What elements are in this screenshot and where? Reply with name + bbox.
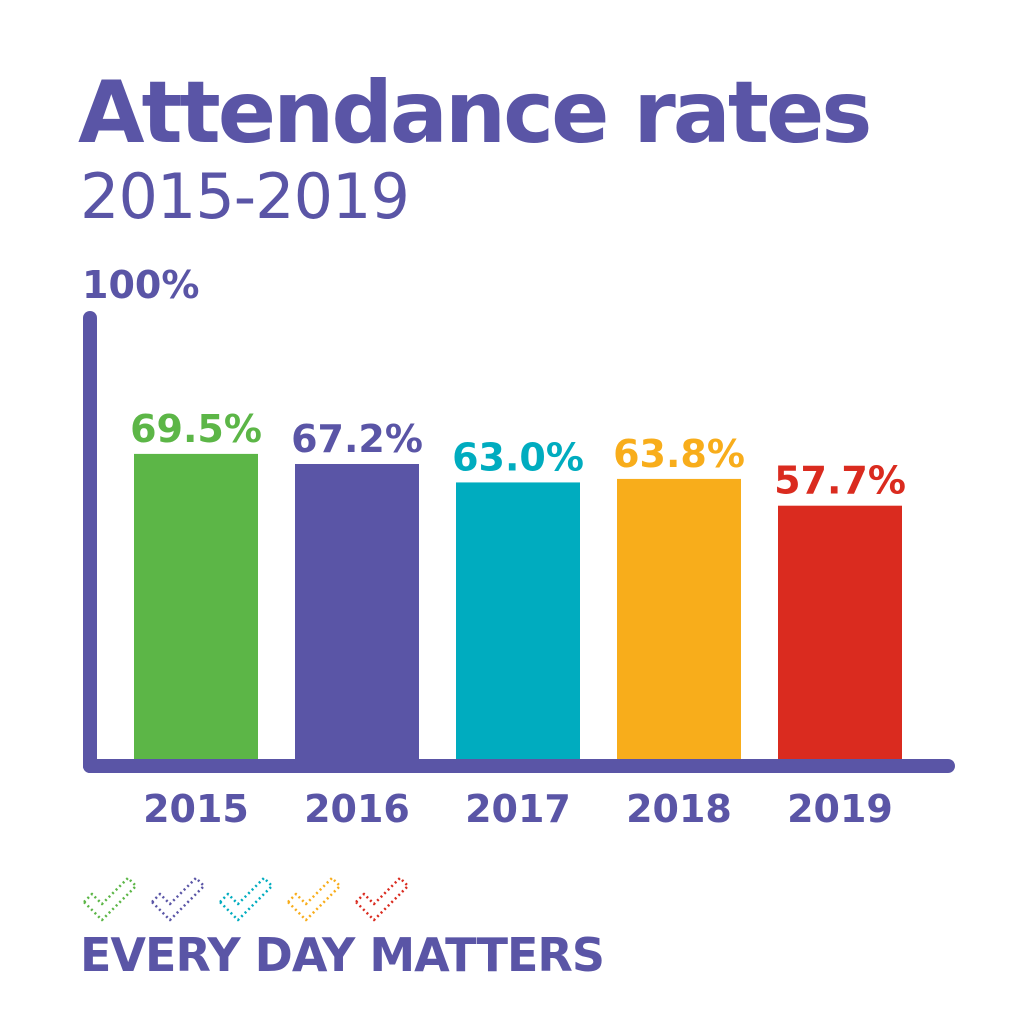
x-tick-label-2019: 2019 [787,787,893,831]
checkmark-icon [286,876,342,922]
data-label-2016: 67.2% [291,417,423,461]
checkmark-icon [218,876,274,922]
chart-subtitle: 2015-2019 [80,160,410,233]
bar-2018 [617,478,741,759]
bar-2015 [134,453,258,759]
data-label-2017: 63.0% [452,435,584,479]
x-tick-label-2016: 2016 [304,787,410,831]
data-label-2019: 57.7% [774,459,906,503]
chart-title: Attendance rates [78,63,872,163]
checkmark-icon [150,876,206,922]
x-tick-label-2015: 2015 [143,787,249,831]
x-tick-label-2018: 2018 [626,787,732,831]
y-axis-max-label: 100% [82,263,199,307]
data-label-2015: 69.5% [130,407,262,451]
bar-2016 [295,463,419,759]
checkmark-icon [354,876,410,922]
tagline: EVERY DAY MATTERS [80,928,605,982]
bar-2017 [456,482,580,759]
x-tick-label-2017: 2017 [465,787,571,831]
bar-2019 [778,505,902,759]
data-label-2018: 63.8% [613,432,745,476]
checkmark-icon [82,876,138,922]
